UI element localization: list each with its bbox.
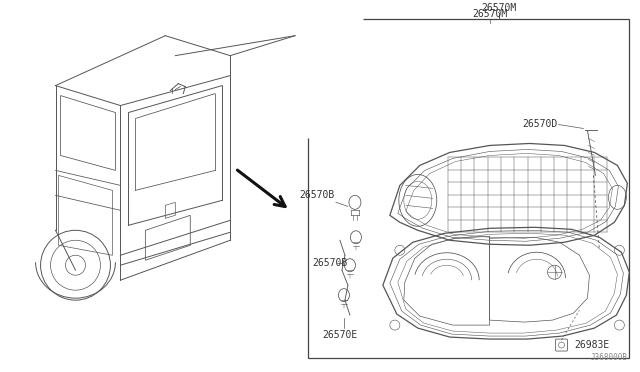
Text: 26570M: 26570M [481, 3, 516, 13]
Text: 26570E: 26570E [323, 330, 358, 340]
Text: 26570M: 26570M [472, 9, 508, 19]
Text: 26570B: 26570B [312, 258, 348, 268]
Text: 26570D: 26570D [522, 119, 557, 128]
Text: 26983E: 26983E [575, 340, 610, 350]
Text: 26570B: 26570B [300, 190, 335, 201]
Text: J368000B: J368000B [590, 353, 627, 362]
